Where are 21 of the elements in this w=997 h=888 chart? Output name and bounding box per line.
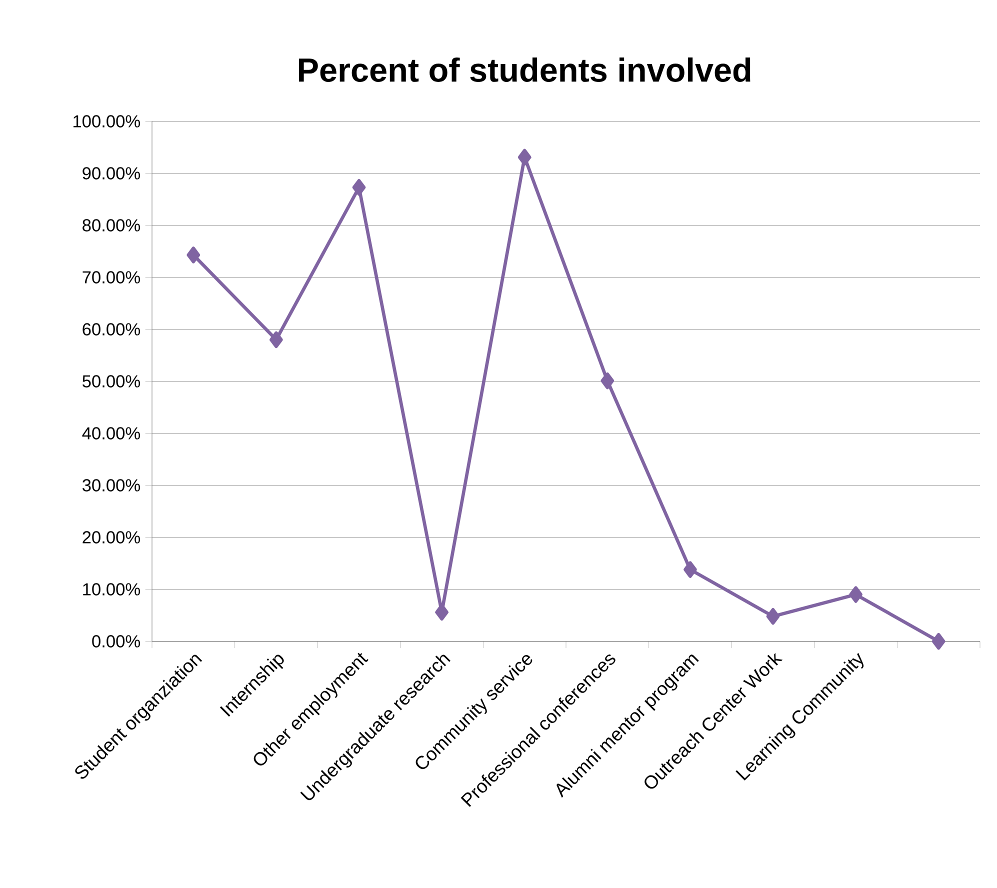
y-tick-label: 80.00% [82, 219, 140, 232]
point [352, 179, 366, 196]
y-tick-label: 10.00% [83, 583, 140, 596]
y-tick-label: 30.00% [82, 479, 140, 492]
y-tick-label: 70.00% [82, 271, 140, 284]
y-tick-label: 0.00% [92, 635, 140, 648]
y-tick-label: 50.00% [82, 375, 140, 388]
point [270, 331, 283, 348]
y-tick-label: 100.00% [74, 115, 140, 128]
point [766, 608, 780, 625]
y-tick-label: 40.00% [82, 427, 140, 440]
y-tick-label: 20.00% [82, 531, 140, 544]
point [600, 372, 614, 390]
y-tick-label: 90.00% [82, 167, 140, 180]
point [518, 148, 532, 166]
y-tick-label: 60.00% [82, 323, 140, 336]
point [849, 586, 862, 603]
point [932, 632, 946, 650]
point [186, 246, 200, 264]
point [684, 561, 697, 578]
chart-title: Percent of students involved [299, 57, 750, 82]
